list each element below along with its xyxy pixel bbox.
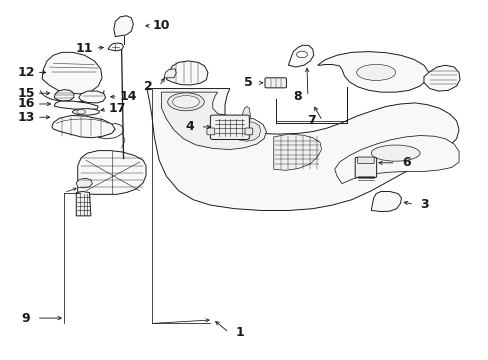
Text: 2: 2 bbox=[144, 80, 153, 93]
Text: 11: 11 bbox=[76, 41, 93, 54]
Polygon shape bbox=[54, 90, 74, 101]
Ellipse shape bbox=[73, 109, 99, 115]
Polygon shape bbox=[317, 51, 428, 92]
Ellipse shape bbox=[172, 95, 199, 108]
Text: 4: 4 bbox=[185, 121, 194, 134]
Text: 13: 13 bbox=[18, 111, 35, 124]
Polygon shape bbox=[42, 52, 102, 94]
FancyBboxPatch shape bbox=[206, 128, 214, 135]
Polygon shape bbox=[98, 123, 123, 139]
Polygon shape bbox=[79, 91, 105, 103]
Polygon shape bbox=[76, 178, 92, 188]
Text: 17: 17 bbox=[109, 103, 126, 116]
Polygon shape bbox=[166, 61, 207, 85]
Ellipse shape bbox=[356, 64, 395, 81]
FancyBboxPatch shape bbox=[357, 157, 373, 163]
Text: 5: 5 bbox=[244, 76, 252, 89]
Text: 7: 7 bbox=[307, 114, 316, 127]
FancyBboxPatch shape bbox=[244, 128, 252, 135]
Polygon shape bbox=[54, 101, 98, 110]
Text: 15: 15 bbox=[17, 87, 35, 100]
FancyBboxPatch shape bbox=[354, 157, 376, 177]
Text: 6: 6 bbox=[401, 156, 410, 169]
Ellipse shape bbox=[370, 145, 419, 161]
Polygon shape bbox=[288, 45, 313, 67]
Ellipse shape bbox=[296, 51, 307, 58]
Polygon shape bbox=[76, 192, 91, 216]
Polygon shape bbox=[52, 116, 115, 138]
Polygon shape bbox=[114, 16, 133, 37]
Polygon shape bbox=[273, 134, 321, 170]
Text: 8: 8 bbox=[292, 90, 301, 103]
Text: 12: 12 bbox=[17, 66, 35, 79]
Polygon shape bbox=[370, 192, 401, 212]
Polygon shape bbox=[78, 150, 146, 194]
Polygon shape bbox=[423, 65, 459, 91]
Polygon shape bbox=[227, 121, 260, 141]
Polygon shape bbox=[147, 89, 458, 211]
Polygon shape bbox=[334, 135, 458, 184]
Text: 9: 9 bbox=[21, 311, 30, 325]
Polygon shape bbox=[239, 107, 250, 134]
Polygon shape bbox=[161, 92, 266, 149]
Text: 14: 14 bbox=[120, 90, 137, 103]
FancyBboxPatch shape bbox=[210, 115, 249, 139]
Ellipse shape bbox=[77, 110, 85, 114]
Text: 10: 10 bbox=[153, 19, 170, 32]
Text: 1: 1 bbox=[235, 326, 244, 339]
Polygon shape bbox=[108, 43, 123, 51]
Text: 16: 16 bbox=[18, 98, 35, 111]
Text: 3: 3 bbox=[420, 198, 428, 211]
Polygon shape bbox=[163, 69, 176, 78]
Ellipse shape bbox=[167, 93, 204, 111]
FancyBboxPatch shape bbox=[264, 78, 286, 88]
